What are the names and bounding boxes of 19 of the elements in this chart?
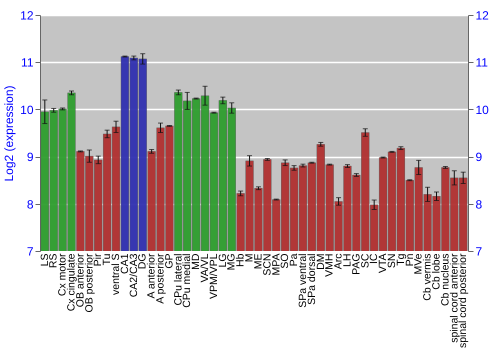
y-axis-title: Log2 (expression) (2, 85, 16, 182)
y-tick-label: 7 (26, 244, 34, 258)
y2-tick-label: 7 (476, 244, 482, 258)
y-tick-label: 11 (21, 56, 34, 70)
x-tick-label: CA1 (118, 253, 131, 274)
y2-tick-label: 11 (476, 56, 488, 70)
y-tick-label: 12 (20, 8, 34, 22)
y-tick-label: 10 (20, 102, 34, 117)
x-tick-label: VPM/VPL (208, 253, 220, 300)
y2-tick-label: 10 (476, 102, 490, 117)
y2-tick-label: 8 (476, 197, 482, 212)
x-tick-label: SPa dorsal (306, 254, 318, 305)
y2-tick-label: 12 (476, 8, 490, 22)
x-tick-label: RS (48, 254, 60, 268)
x-tick-label: DG (136, 254, 149, 270)
x-tick-label: spinal cord posterior (457, 252, 470, 348)
y-tick-label: 9 (26, 150, 34, 164)
y-tick-label: 8 (26, 197, 34, 212)
y2-tick-label: 9 (476, 150, 482, 164)
